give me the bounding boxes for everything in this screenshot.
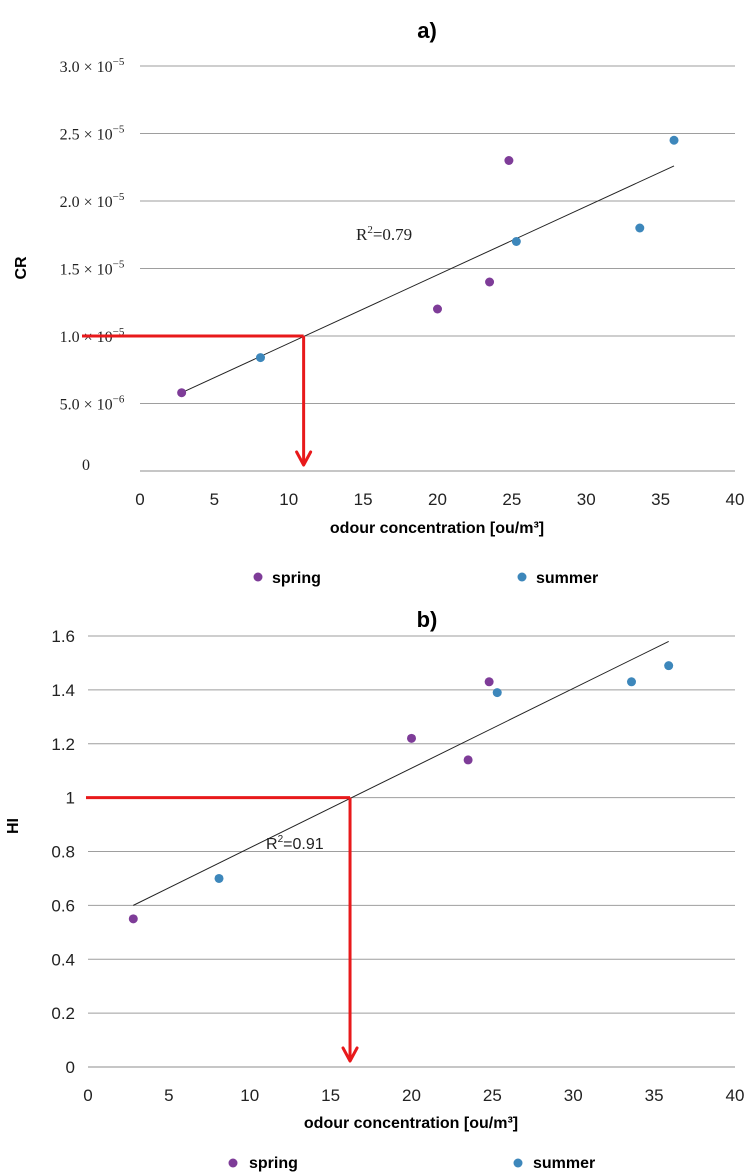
legend-label-spring: spring	[272, 570, 321, 587]
x-tick-label: 35	[645, 1086, 664, 1105]
panel-b-legend: spring summer	[228, 1155, 595, 1172]
x-tick-label: 30	[577, 490, 596, 509]
y-tick-label: 0.6	[51, 896, 75, 915]
x-tick-label: 5	[210, 490, 219, 509]
legend-label-spring: spring	[249, 1155, 298, 1172]
panel-a-points	[177, 135, 679, 398]
y-tick-label: 0.4	[51, 950, 75, 969]
panel-b: b) 0 0.2 0.4 0.6 0.8 1 1.2 1.4 1.6 0 5 10 15 20 25 30 3…	[5, 607, 744, 1172]
x-tick-label: 40	[726, 490, 745, 509]
point-summer	[669, 135, 679, 145]
panel-b-title: b)	[417, 607, 438, 632]
panel-b-r2-label: R2=0.91	[266, 834, 324, 853]
panel-a-r2-label: R2=0.79	[356, 224, 412, 244]
panel-a-trendline	[181, 165, 675, 394]
point-spring	[407, 733, 416, 743]
x-tick-label: 40	[726, 1086, 745, 1105]
y-tick-label: 2.5 × 10−5	[60, 124, 125, 144]
point-summer	[214, 873, 224, 883]
y-tick-label: 0	[66, 1058, 75, 1077]
x-tick-label: 35	[651, 490, 670, 509]
y-tick-label: 1.2	[51, 735, 75, 754]
legend-marker-spring	[253, 572, 263, 582]
point-summer	[511, 237, 521, 246]
panel-a-y-tick-labels: 05.0 × 10−61.0 × 10−51.5 × 10−52.0 × 10−…	[60, 56, 125, 474]
x-tick-label: 5	[164, 1086, 173, 1105]
threshold-arrowhead	[295, 450, 313, 467]
x-tick-label: 25	[502, 490, 521, 509]
x-tick-label: 30	[564, 1086, 583, 1105]
panel-b-trendline	[133, 640, 669, 906]
legend-marker-summer	[517, 572, 527, 582]
x-tick-label: 20	[402, 1086, 421, 1105]
y-tick-label: 3.0 × 10−5	[60, 56, 125, 76]
panel-b-gridlines	[88, 635, 735, 1014]
point-summer	[664, 661, 674, 671]
panel-a-y-axis-title: CR	[13, 256, 30, 280]
y-tick-label: 5.0 × 10−6	[60, 394, 125, 414]
threshold-arrowhead	[341, 1046, 359, 1063]
panel-b-x-axis-title: odour concentration [ou/m³]	[304, 1115, 518, 1132]
panel-a-gridlines	[140, 65, 735, 404]
x-tick-label: 10	[279, 490, 298, 509]
x-tick-label: 25	[483, 1086, 502, 1105]
point-spring	[484, 677, 494, 687]
panel-a-legend: spring summer	[253, 570, 598, 587]
x-tick-label: 20	[428, 490, 447, 509]
x-tick-label: 15	[354, 490, 373, 509]
panel-a-threshold-arrow	[82, 334, 313, 467]
panel-b-y-axis-title: HI	[5, 818, 22, 834]
y-tick-label: 0.2	[51, 1004, 75, 1023]
legend-marker-spring	[228, 1158, 238, 1168]
point-spring	[433, 304, 442, 314]
y-tick-label: 1	[66, 789, 75, 808]
point-summer	[635, 223, 645, 233]
point-summer	[492, 688, 502, 698]
x-tick-label: 0	[83, 1086, 92, 1105]
panel-b-y-tick-labels: 0 0.2 0.4 0.6 0.8 1 1.2 1.4 1.6	[51, 627, 75, 1077]
point-spring	[463, 755, 473, 765]
y-tick-label: 0	[82, 457, 90, 474]
legend-label-summer: summer	[533, 1155, 595, 1172]
panel-b-x-tick-labels: 0 5 10 15 20 25 30 35 40	[83, 1086, 744, 1105]
panel-b-threshold-arrow	[86, 796, 359, 1063]
y-tick-label: 0.8	[51, 843, 75, 862]
point-summer	[255, 353, 265, 363]
x-tick-label: 10	[240, 1086, 259, 1105]
y-tick-label: 1.4	[51, 681, 75, 700]
point-spring	[128, 914, 138, 924]
panel-a-x-tick-labels: 0 5 10 15 20 25 30 35 40	[135, 490, 744, 509]
point-spring	[485, 277, 495, 287]
point-spring	[177, 388, 187, 398]
panel-b-points	[128, 661, 674, 924]
panel-a-x-axis-title: odour concentration [ou/m³]	[330, 520, 544, 537]
y-tick-label: 2.0 × 10−5	[60, 191, 125, 211]
y-tick-label: 1.6	[51, 627, 75, 646]
x-tick-label: 0	[135, 490, 144, 509]
legend-label-summer: summer	[536, 570, 598, 587]
legend-marker-summer	[513, 1158, 523, 1168]
point-summer	[626, 677, 636, 687]
y-tick-label: 1.5 × 10−5	[60, 259, 125, 279]
point-spring	[504, 156, 514, 165]
panel-a: a) 05.0 × 10−61.0 × 10−51.5 × 10−52.0 × …	[13, 18, 744, 587]
x-tick-label: 15	[321, 1086, 340, 1105]
panel-a-title: a)	[417, 18, 437, 43]
